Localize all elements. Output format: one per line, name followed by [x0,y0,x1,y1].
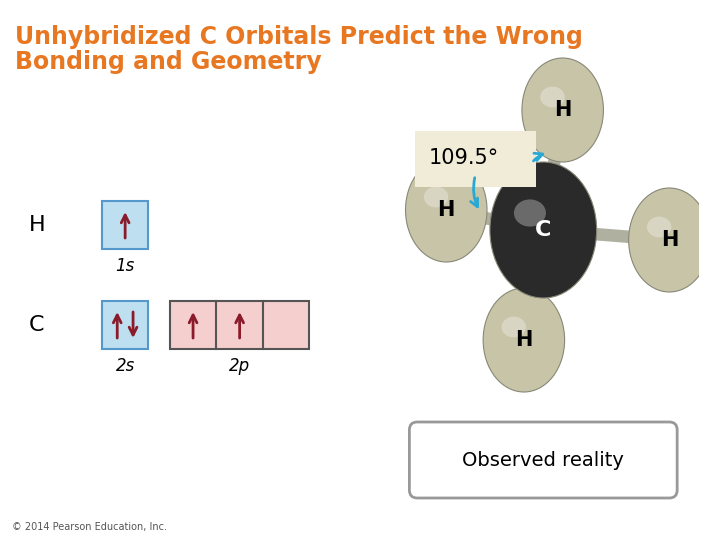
Text: © 2014 Pearson Education, Inc.: © 2014 Pearson Education, Inc. [12,522,166,532]
Text: H: H [29,215,46,235]
FancyBboxPatch shape [410,422,677,498]
Text: C: C [29,315,45,335]
FancyBboxPatch shape [102,201,148,249]
Text: H: H [438,200,455,220]
Ellipse shape [424,187,449,207]
Ellipse shape [647,217,672,238]
Text: 109.5°: 109.5° [429,148,499,168]
FancyBboxPatch shape [102,301,148,349]
Text: 1s: 1s [115,257,135,275]
FancyBboxPatch shape [415,131,536,187]
Ellipse shape [514,199,546,227]
Text: Bonding and Geometry: Bonding and Geometry [14,50,321,74]
Ellipse shape [501,316,526,338]
Ellipse shape [405,158,487,262]
Text: Observed reality: Observed reality [462,450,624,469]
Ellipse shape [483,288,564,392]
Text: Unhybridized C Orbitals Predict the Wrong: Unhybridized C Orbitals Predict the Wron… [14,25,582,49]
Text: 2p: 2p [229,357,250,375]
Ellipse shape [629,188,710,292]
Text: C: C [535,220,552,240]
FancyBboxPatch shape [170,301,310,349]
Text: 2s: 2s [115,357,135,375]
Ellipse shape [490,162,597,298]
Ellipse shape [540,86,564,107]
Text: H: H [516,330,533,350]
Text: H: H [554,100,572,120]
Ellipse shape [522,58,603,162]
Text: H: H [661,230,678,250]
